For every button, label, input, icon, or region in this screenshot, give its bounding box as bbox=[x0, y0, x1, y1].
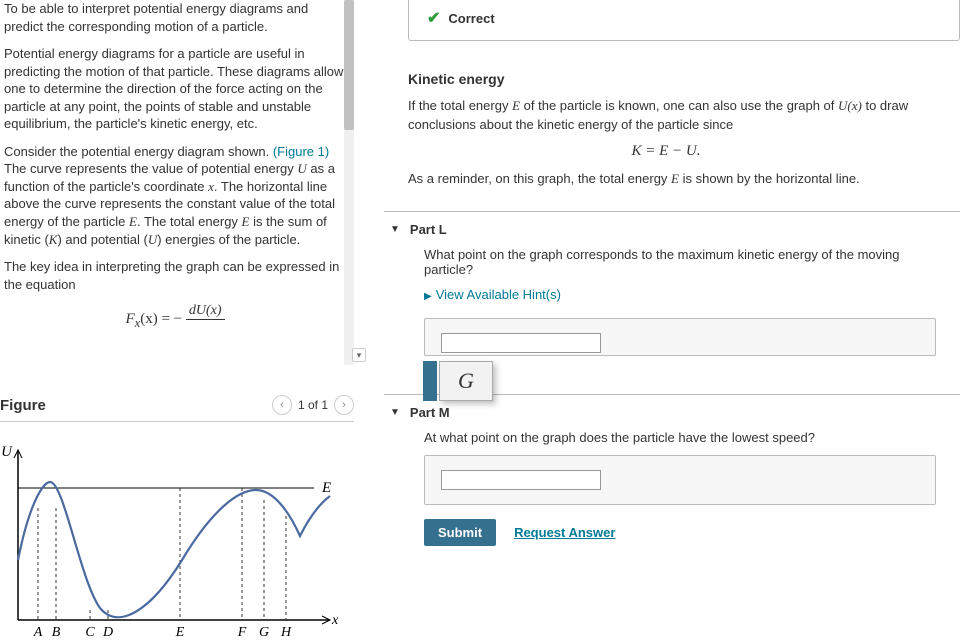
ke-title: Kinetic energy bbox=[408, 71, 924, 87]
correct-label: Correct bbox=[448, 11, 494, 26]
view-hints-link[interactable]: ▶View Available Hint(s) bbox=[424, 287, 936, 302]
part-l-title: Part L bbox=[410, 222, 447, 237]
caret-down-icon: ▼ bbox=[390, 407, 400, 418]
svg-text:x: x bbox=[331, 613, 339, 628]
scrollbar-thumb[interactable] bbox=[344, 0, 354, 130]
request-answer-link[interactable]: Request Answer bbox=[514, 525, 615, 540]
ke-p1: If the total energy E of the particle is… bbox=[408, 97, 924, 135]
figure-section: Figure ‹ 1 of 1 › Ux E AB CD E FGH bbox=[0, 395, 354, 640]
svg-text:E: E bbox=[321, 480, 331, 496]
submit-button[interactable]: Submit bbox=[424, 519, 496, 546]
right-panel: ✔ Correct Kinetic energy If the total en… bbox=[368, 0, 974, 635]
force-equation: Fx(x) = − dU(x) bbox=[4, 303, 346, 336]
figure-title: Figure bbox=[0, 397, 46, 414]
ke-p2: As a reminder, on this graph, the total … bbox=[408, 170, 924, 189]
objective-p2: Consider the potential energy diagram sh… bbox=[4, 143, 346, 248]
check-icon: ✔ bbox=[427, 8, 440, 28]
instructions-scroll: To be able to interpret potential energy… bbox=[0, 0, 354, 365]
svg-text:B: B bbox=[52, 625, 61, 640]
svg-text:D: D bbox=[102, 625, 113, 640]
part-l-question: What point on the graph corresponds to t… bbox=[424, 247, 936, 277]
figure-counter: 1 of 1 bbox=[298, 398, 328, 412]
objective-text: To be able to interpret potential energy… bbox=[4, 0, 346, 336]
part-m-question: At what point on the graph does the part… bbox=[424, 430, 936, 445]
svg-text:C: C bbox=[85, 625, 95, 640]
figure-link[interactable]: (Figure 1) bbox=[273, 144, 329, 159]
scrollbar[interactable] bbox=[344, 0, 354, 365]
kinetic-energy-section: Kinetic energy If the total energy E of … bbox=[408, 71, 924, 189]
energy-graph: Ux E AB CD E FGH bbox=[0, 440, 340, 640]
svg-text:G: G bbox=[259, 625, 269, 640]
objective-p3: The key idea in interpreting the graph c… bbox=[4, 258, 346, 293]
part-m-answer-box bbox=[424, 455, 936, 505]
svg-text:H: H bbox=[280, 625, 292, 640]
objective-p1: Potential energy diagrams for a particle… bbox=[4, 45, 346, 133]
svg-text:U: U bbox=[1, 444, 13, 460]
objective-intro: To be able to interpret potential energy… bbox=[4, 0, 346, 35]
figure-nav: ‹ 1 of 1 › bbox=[272, 395, 354, 415]
part-l-header[interactable]: ▼ Part L bbox=[384, 212, 960, 247]
triangle-right-icon: ▶ bbox=[424, 291, 432, 302]
part-m-answer-input[interactable] bbox=[441, 470, 601, 490]
caret-down-icon: ▼ bbox=[390, 224, 400, 235]
correct-feedback: ✔ Correct bbox=[408, 0, 960, 41]
figure-prev-button[interactable]: ‹ bbox=[272, 395, 292, 415]
svg-text:E: E bbox=[175, 625, 185, 640]
part-m: ▼ Part M At what point on the graph does… bbox=[384, 394, 960, 562]
svg-text:A: A bbox=[33, 625, 43, 640]
part-l-answer-input[interactable] bbox=[441, 333, 601, 353]
svg-text:F: F bbox=[237, 625, 247, 640]
collapse-handle[interactable]: ▾ bbox=[352, 348, 366, 362]
part-l-answer-box: G bbox=[424, 318, 936, 356]
part-l: ▼ Part L What point on the graph corresp… bbox=[384, 211, 960, 372]
energy-graph-svg: Ux E AB CD E FGH bbox=[0, 440, 340, 640]
part-m-title: Part M bbox=[410, 405, 450, 420]
floating-answer-tooltip: G bbox=[439, 361, 493, 401]
left-panel: To be able to interpret potential energy… bbox=[0, 0, 368, 635]
submit-stub bbox=[423, 361, 437, 401]
figure-header: Figure ‹ 1 of 1 › bbox=[0, 395, 354, 422]
figure-next-button[interactable]: › bbox=[334, 395, 354, 415]
ke-equation: K = E − U. bbox=[408, 143, 924, 160]
